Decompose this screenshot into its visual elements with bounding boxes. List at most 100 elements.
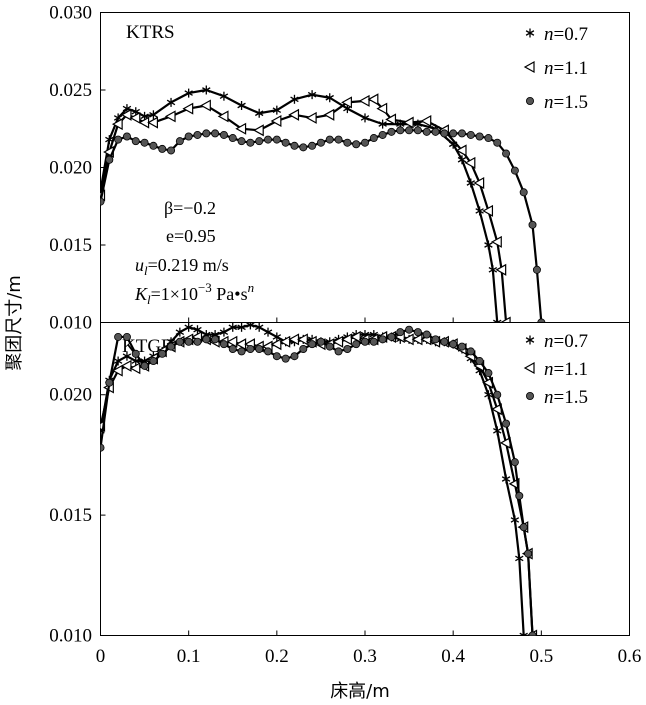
data-point-stroke xyxy=(510,517,520,523)
data-point xyxy=(510,515,520,525)
data-point xyxy=(305,111,317,124)
data-point xyxy=(254,322,264,332)
data-point xyxy=(360,337,369,346)
data-point xyxy=(219,327,229,337)
x-tick-label: 0.5 xyxy=(529,646,553,667)
data-point xyxy=(228,134,237,143)
series-line xyxy=(100,129,543,323)
series-ball xyxy=(100,325,537,636)
legend-label: n=1.1 xyxy=(544,58,588,79)
data-point xyxy=(235,122,247,135)
data-point xyxy=(369,134,378,143)
data-point xyxy=(228,322,237,332)
data-point xyxy=(519,631,528,636)
data-point xyxy=(491,235,502,248)
data-point-stroke xyxy=(219,329,229,335)
data-point-stroke xyxy=(495,319,502,323)
data-point xyxy=(122,351,132,361)
data-point-stroke xyxy=(493,319,499,323)
legend-label: n=1.5 xyxy=(544,387,588,408)
data-point xyxy=(184,337,193,346)
data-point xyxy=(219,130,228,139)
series-star xyxy=(100,85,502,323)
data-point xyxy=(325,342,334,351)
x-tick-label: 0.1 xyxy=(177,646,201,667)
data-point xyxy=(316,138,325,147)
data-point xyxy=(493,318,502,323)
data-point xyxy=(264,347,273,356)
data-point xyxy=(129,362,141,375)
panel-ktrs-title: KTRS xyxy=(126,22,175,43)
data-point-stroke xyxy=(175,329,185,335)
data-point xyxy=(367,93,379,106)
data-point xyxy=(279,335,291,348)
data-point-stroke xyxy=(325,94,334,101)
data-point-stroke xyxy=(343,105,352,112)
data-point-stroke xyxy=(522,632,528,636)
legend-marker xyxy=(526,97,535,106)
data-point xyxy=(290,94,299,104)
data-point xyxy=(440,129,449,138)
data-point xyxy=(111,364,123,377)
data-point xyxy=(493,426,502,436)
data-point xyxy=(100,443,105,452)
data-point xyxy=(334,347,343,356)
data-point xyxy=(290,352,299,361)
legend-marker xyxy=(523,361,535,375)
data-point-stroke xyxy=(493,428,502,434)
data-point xyxy=(167,342,176,351)
data-point xyxy=(484,240,493,250)
data-point xyxy=(255,344,264,353)
data-point xyxy=(449,340,458,349)
data-point-stroke xyxy=(484,391,493,398)
data-point-stroke xyxy=(184,90,193,96)
data-point xyxy=(515,553,524,563)
data-point xyxy=(343,344,352,353)
data-point xyxy=(164,110,176,123)
data-point-stroke xyxy=(290,96,299,103)
legend-entry: n=1.1 xyxy=(523,359,588,380)
data-point xyxy=(325,93,334,103)
data-point xyxy=(182,102,194,115)
data-point xyxy=(405,126,414,135)
data-point xyxy=(272,135,281,144)
data-point xyxy=(422,330,431,339)
data-point xyxy=(211,129,220,138)
series-star xyxy=(100,322,528,636)
data-point xyxy=(515,491,524,500)
data-point xyxy=(378,335,387,344)
data-point xyxy=(360,138,369,147)
data-point xyxy=(299,344,308,353)
series-line xyxy=(100,323,525,636)
data-point xyxy=(413,328,422,337)
data-point xyxy=(237,137,246,146)
data-point xyxy=(202,85,211,95)
y-tick-label: 0.015 xyxy=(49,235,92,256)
data-point-stroke xyxy=(237,102,246,109)
data-point xyxy=(422,127,431,136)
data-point xyxy=(272,332,282,342)
data-point xyxy=(105,155,114,164)
data-point xyxy=(219,340,228,349)
data-point-stroke xyxy=(466,180,476,186)
data-point-stroke xyxy=(457,156,467,163)
data-point-stroke xyxy=(263,329,273,335)
data-point xyxy=(281,354,290,363)
series-triangle-left xyxy=(100,93,511,323)
data-point xyxy=(217,110,229,123)
data-point-stroke xyxy=(488,266,498,273)
data-point xyxy=(131,137,140,146)
data-point-stroke xyxy=(166,99,176,106)
data-point-stroke xyxy=(210,331,220,338)
data-point xyxy=(455,144,467,157)
data-point xyxy=(308,340,317,349)
data-point xyxy=(131,356,140,366)
data-point xyxy=(396,328,405,337)
data-point-stroke xyxy=(272,107,282,113)
data-point xyxy=(376,102,388,115)
data-point xyxy=(105,378,114,387)
series-ball xyxy=(100,126,546,323)
data-point xyxy=(396,126,405,135)
data-point-stroke xyxy=(237,324,246,331)
data-point xyxy=(193,325,202,335)
